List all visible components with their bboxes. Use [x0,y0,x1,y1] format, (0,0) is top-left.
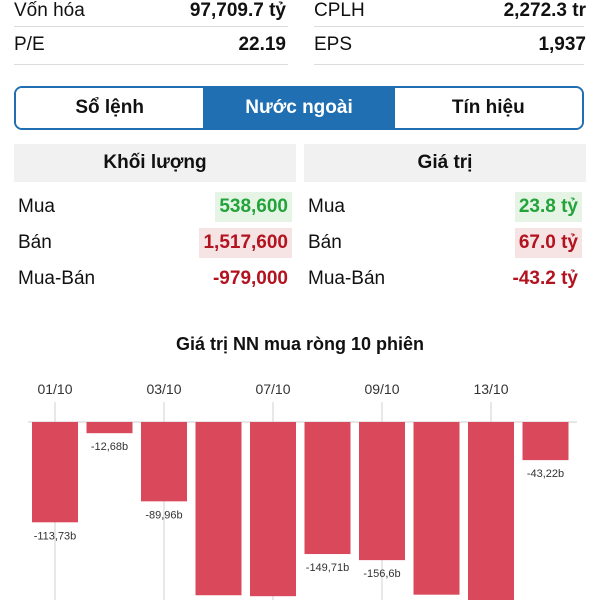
divider [314,26,584,27]
x-tick-label: 07/10 [255,381,290,397]
divider [14,26,288,27]
tab-signals[interactable]: Tín hiệu [394,88,582,128]
volume-panel-title: Khối lượng [14,144,296,182]
bar [195,422,242,596]
bar [32,422,78,523]
stat-row-market-cap: Vốn hóa 97,709.7 tỷ CPLH 2,272.3 tr [0,0,600,36]
bar [86,422,133,434]
market-cap-label: Vốn hóa [14,0,85,21]
row-label: Mua [18,196,55,217]
bar [250,422,296,597]
stat-row-pe: P/E 22.19 EPS 1,937 [0,34,600,70]
tab-order-book[interactable]: Sổ lệnh [16,88,206,128]
bar-value-label: -89,96b [145,509,182,521]
eps-label: EPS [314,34,353,55]
volume-panel: Khối lượng Mua 538,600 Bán 1,517,600 Mua… [14,144,296,294]
row-label: Mua-Bán [308,268,386,289]
bar-value-label: -113,73b [34,530,77,542]
eps-value: 1,937 [538,34,586,55]
pe-label: P/E [14,34,45,55]
bar [141,422,187,502]
x-tick-label: 01/10 [37,381,72,397]
row-label: Bán [18,232,52,253]
bar-value-label: -12,68b [91,441,128,453]
bar [413,422,460,595]
row-label: Bán [308,232,342,253]
row-label: Mua [308,196,345,217]
bar [359,422,405,561]
value-net-value: -43.2 tỷ [512,268,578,289]
bar-value-label: -43,22b [527,468,564,480]
tab-bar: Sổ lệnh Nước ngoài Tín hiệu [14,86,584,130]
chart-title: Giá trị NN mua ròng 10 phiên [175,334,425,354]
pe-value: 22.19 [238,34,286,55]
bar [468,422,514,600]
divider [14,64,288,65]
shares-outstanding-value: 2,272.3 tr [503,0,586,21]
value-row-sell: Bán 67.0 tỷ [304,226,586,260]
bar [304,422,351,555]
volume-row-buy: Mua 538,600 [14,190,296,224]
value-sell-value: 67.0 tỷ [514,228,582,258]
row-label: Mua-Bán [18,268,96,289]
volume-sell-value: 1,517,600 [199,228,292,258]
volume-buy-value: 538,600 [215,192,292,222]
bar [522,422,569,461]
bar-value-label: -156,6b [363,568,400,580]
x-tick-label: 09/10 [364,381,399,397]
value-panel-title: Giá trị [304,144,586,182]
value-row-buy: Mua 23.8 tỷ [304,190,586,224]
volume-row-sell: Bán 1,517,600 [14,226,296,260]
value-panel: Giá trị Mua 23.8 tỷ Bán 67.0 tỷ Mua-Bán … [304,144,586,294]
divider [314,64,584,65]
volume-row-net: Mua-Bán -979,000 [14,262,296,296]
value-buy-value: 23.8 tỷ [514,192,582,222]
volume-net-value: -979,000 [212,268,288,289]
value-row-net: Mua-Bán -43.2 tỷ [304,262,586,296]
bar-value-label: -149,71b [306,562,349,574]
shares-outstanding-label: CPLH [314,0,365,21]
market-cap-value: 97,709.7 tỷ [189,0,286,21]
x-tick-label: 03/10 [146,381,181,397]
tab-foreign[interactable]: Nước ngoài [205,88,395,128]
x-tick-label: 13/10 [473,381,508,397]
